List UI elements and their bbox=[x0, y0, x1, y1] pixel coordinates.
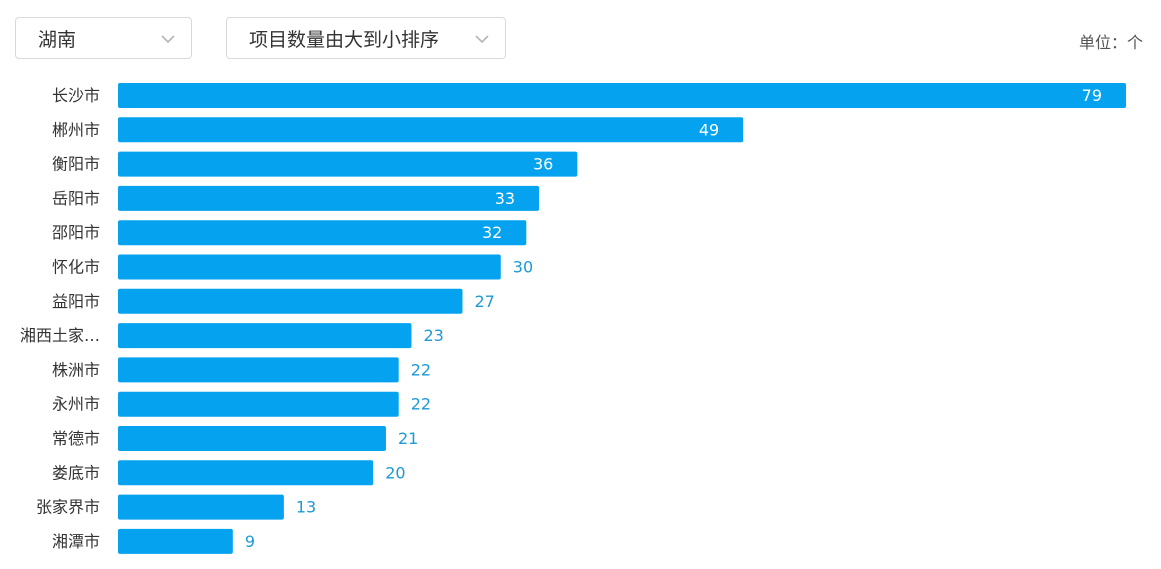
category-label: 郴州市 bbox=[52, 120, 100, 139]
data-label: 9 bbox=[245, 532, 255, 551]
category-label: 湘西土家… bbox=[20, 326, 100, 345]
data-label: 33 bbox=[495, 189, 515, 208]
bar[interactable] bbox=[118, 288, 463, 314]
data-label: 13 bbox=[296, 498, 316, 517]
bar[interactable] bbox=[118, 323, 412, 349]
data-label: 32 bbox=[482, 223, 502, 242]
region-select[interactable]: 湖南 bbox=[15, 17, 192, 59]
data-label: 22 bbox=[411, 360, 431, 379]
sort-select[interactable]: 项目数量由大到小排序 bbox=[226, 17, 506, 59]
category-label: 张家界市 bbox=[36, 498, 100, 517]
category-label: 岳阳市 bbox=[52, 189, 100, 208]
category-label: 长沙市 bbox=[52, 86, 100, 105]
category-label: 株洲市 bbox=[52, 360, 100, 379]
category-label: 永州市 bbox=[52, 395, 100, 414]
data-label: 36 bbox=[533, 155, 553, 174]
bar[interactable] bbox=[118, 528, 233, 554]
category-label: 益阳市 bbox=[52, 292, 100, 311]
unit-label: 单位：个 bbox=[1078, 33, 1143, 52]
bar[interactable] bbox=[118, 426, 386, 451]
region-select-value: 湖南 bbox=[38, 28, 77, 51]
data-label: 22 bbox=[411, 395, 431, 414]
data-label: 30 bbox=[513, 258, 533, 277]
data-label: 79 bbox=[1082, 86, 1102, 105]
bar[interactable] bbox=[118, 494, 284, 520]
bar[interactable] bbox=[118, 391, 399, 417]
bar[interactable] bbox=[118, 357, 399, 383]
data-label: 20 bbox=[385, 463, 405, 482]
bar[interactable] bbox=[118, 83, 1126, 108]
sort-select-value: 项目数量由大到小排序 bbox=[249, 28, 440, 51]
category-label: 怀化市 bbox=[52, 258, 100, 277]
category-label: 娄底市 bbox=[52, 463, 100, 482]
category-label: 衡阳市 bbox=[52, 155, 100, 174]
bar[interactable] bbox=[118, 254, 501, 280]
bar[interactable] bbox=[118, 117, 744, 143]
data-label: 49 bbox=[699, 120, 719, 139]
bar[interactable] bbox=[118, 460, 374, 486]
data-label: 27 bbox=[475, 292, 495, 311]
category-label: 邵阳市 bbox=[52, 223, 100, 242]
bar[interactable] bbox=[118, 185, 540, 211]
category-label: 常德市 bbox=[52, 429, 100, 448]
data-label: 23 bbox=[423, 326, 443, 345]
category-label: 湘潭市 bbox=[52, 532, 100, 551]
chevron-down-icon bbox=[475, 35, 489, 44]
data-label: 21 bbox=[398, 429, 418, 448]
bar[interactable] bbox=[118, 220, 527, 246]
bar[interactable] bbox=[118, 151, 578, 177]
chevron-down-icon bbox=[161, 35, 175, 44]
